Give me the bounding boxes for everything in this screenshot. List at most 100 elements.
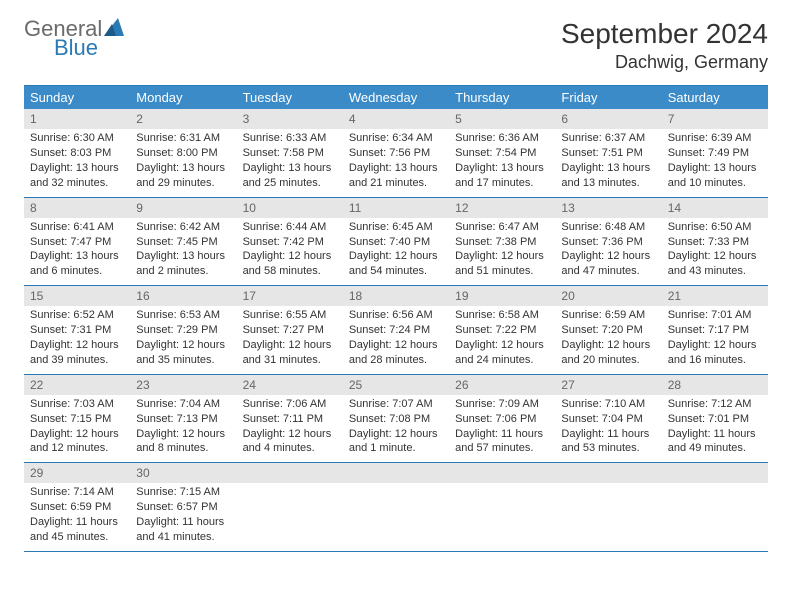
day-cell: 11Sunrise: 6:45 AMSunset: 7:40 PMDayligh… — [343, 198, 449, 287]
day-d1: Daylight: 13 hours — [136, 161, 230, 176]
day-sunset: Sunset: 7:27 PM — [243, 323, 337, 338]
day-cell: 24Sunrise: 7:06 AMSunset: 7:11 PMDayligh… — [237, 375, 343, 464]
logo: General Blue — [24, 18, 124, 59]
day-sunset: Sunset: 7:24 PM — [349, 323, 443, 338]
day-d1: Daylight: 13 hours — [668, 161, 762, 176]
day-sunset: Sunset: 7:17 PM — [668, 323, 762, 338]
day-d1: Daylight: 13 hours — [243, 161, 337, 176]
day-d2: and 57 minutes. — [455, 441, 549, 456]
logo-sail-icon — [104, 18, 124, 41]
day-sunrise: Sunrise: 6:34 AM — [349, 131, 443, 146]
day-body: Sunrise: 7:03 AMSunset: 7:15 PMDaylight:… — [24, 395, 130, 462]
day-number-empty — [662, 463, 768, 483]
day-d2: and 21 minutes. — [349, 176, 443, 191]
day-cell: 6Sunrise: 6:37 AMSunset: 7:51 PMDaylight… — [555, 109, 661, 198]
day-sunrise: Sunrise: 6:39 AM — [668, 131, 762, 146]
day-cell: 18Sunrise: 6:56 AMSunset: 7:24 PMDayligh… — [343, 286, 449, 375]
day-number: 20 — [555, 286, 661, 306]
day-body: Sunrise: 7:10 AMSunset: 7:04 PMDaylight:… — [555, 395, 661, 462]
day-number: 19 — [449, 286, 555, 306]
day-body: Sunrise: 7:07 AMSunset: 7:08 PMDaylight:… — [343, 395, 449, 462]
day-number: 15 — [24, 286, 130, 306]
day-number: 1 — [24, 109, 130, 129]
day-d2: and 10 minutes. — [668, 176, 762, 191]
day-d2: and 25 minutes. — [243, 176, 337, 191]
day-sunrise: Sunrise: 7:12 AM — [668, 397, 762, 412]
day-header: Tuesday — [237, 86, 343, 109]
day-sunrise: Sunrise: 6:53 AM — [136, 308, 230, 323]
day-cell: 20Sunrise: 6:59 AMSunset: 7:20 PMDayligh… — [555, 286, 661, 375]
day-sunset: Sunset: 7:54 PM — [455, 146, 549, 161]
day-d2: and 32 minutes. — [30, 176, 124, 191]
title-block: September 2024 Dachwig, Germany — [561, 18, 768, 73]
day-d2: and 43 minutes. — [668, 264, 762, 279]
day-body: Sunrise: 6:53 AMSunset: 7:29 PMDaylight:… — [130, 306, 236, 373]
day-sunset: Sunset: 7:47 PM — [30, 235, 124, 250]
day-number-empty — [237, 463, 343, 483]
day-number: 11 — [343, 198, 449, 218]
day-sunset: Sunset: 7:15 PM — [30, 412, 124, 427]
day-number: 24 — [237, 375, 343, 395]
day-d2: and 54 minutes. — [349, 264, 443, 279]
day-header: Friday — [555, 86, 661, 109]
day-number: 22 — [24, 375, 130, 395]
day-d2: and 58 minutes. — [243, 264, 337, 279]
day-d2: and 24 minutes. — [455, 353, 549, 368]
day-cell: 13Sunrise: 6:48 AMSunset: 7:36 PMDayligh… — [555, 198, 661, 287]
day-cell: 16Sunrise: 6:53 AMSunset: 7:29 PMDayligh… — [130, 286, 236, 375]
day-d1: Daylight: 13 hours — [30, 249, 124, 264]
day-cell: 26Sunrise: 7:09 AMSunset: 7:06 PMDayligh… — [449, 375, 555, 464]
day-sunset: Sunset: 7:42 PM — [243, 235, 337, 250]
day-d2: and 41 minutes. — [136, 530, 230, 545]
day-sunrise: Sunrise: 6:47 AM — [455, 220, 549, 235]
day-d1: Daylight: 12 hours — [243, 338, 337, 353]
day-sunset: Sunset: 7:06 PM — [455, 412, 549, 427]
day-d1: Daylight: 13 hours — [30, 161, 124, 176]
day-sunset: Sunset: 7:20 PM — [561, 323, 655, 338]
header: General Blue September 2024 Dachwig, Ger… — [24, 18, 768, 73]
day-sunrise: Sunrise: 6:59 AM — [561, 308, 655, 323]
day-d1: Daylight: 12 hours — [243, 249, 337, 264]
day-sunset: Sunset: 7:31 PM — [30, 323, 124, 338]
day-sunrise: Sunrise: 7:01 AM — [668, 308, 762, 323]
day-cell-empty — [449, 463, 555, 552]
day-d2: and 17 minutes. — [455, 176, 549, 191]
day-cell: 21Sunrise: 7:01 AMSunset: 7:17 PMDayligh… — [662, 286, 768, 375]
day-d1: Daylight: 12 hours — [349, 427, 443, 442]
day-cell: 15Sunrise: 6:52 AMSunset: 7:31 PMDayligh… — [24, 286, 130, 375]
day-d2: and 31 minutes. — [243, 353, 337, 368]
day-number: 12 — [449, 198, 555, 218]
day-d2: and 29 minutes. — [136, 176, 230, 191]
day-number: 6 — [555, 109, 661, 129]
day-cell: 17Sunrise: 6:55 AMSunset: 7:27 PMDayligh… — [237, 286, 343, 375]
day-d2: and 49 minutes. — [668, 441, 762, 456]
day-body: Sunrise: 6:36 AMSunset: 7:54 PMDaylight:… — [449, 129, 555, 196]
day-cell: 12Sunrise: 6:47 AMSunset: 7:38 PMDayligh… — [449, 198, 555, 287]
day-sunrise: Sunrise: 6:31 AM — [136, 131, 230, 146]
day-d1: Daylight: 11 hours — [561, 427, 655, 442]
day-d2: and 8 minutes. — [136, 441, 230, 456]
day-d1: Daylight: 13 hours — [349, 161, 443, 176]
day-body: Sunrise: 6:34 AMSunset: 7:56 PMDaylight:… — [343, 129, 449, 196]
day-d1: Daylight: 11 hours — [455, 427, 549, 442]
day-d1: Daylight: 11 hours — [668, 427, 762, 442]
day-d1: Daylight: 13 hours — [455, 161, 549, 176]
day-d2: and 53 minutes. — [561, 441, 655, 456]
day-d2: and 12 minutes. — [30, 441, 124, 456]
day-body: Sunrise: 6:55 AMSunset: 7:27 PMDaylight:… — [237, 306, 343, 373]
day-d2: and 28 minutes. — [349, 353, 443, 368]
day-sunrise: Sunrise: 7:15 AM — [136, 485, 230, 500]
day-sunset: Sunset: 7:45 PM — [136, 235, 230, 250]
day-number-empty — [449, 463, 555, 483]
day-sunrise: Sunrise: 7:04 AM — [136, 397, 230, 412]
day-number: 2 — [130, 109, 236, 129]
day-number: 28 — [662, 375, 768, 395]
day-sunrise: Sunrise: 6:36 AM — [455, 131, 549, 146]
day-header: Sunday — [24, 86, 130, 109]
day-d1: Daylight: 12 hours — [136, 338, 230, 353]
day-sunrise: Sunrise: 7:06 AM — [243, 397, 337, 412]
day-d1: Daylight: 12 hours — [668, 338, 762, 353]
day-sunset: Sunset: 7:38 PM — [455, 235, 549, 250]
day-number: 8 — [24, 198, 130, 218]
day-body: Sunrise: 6:33 AMSunset: 7:58 PMDaylight:… — [237, 129, 343, 196]
